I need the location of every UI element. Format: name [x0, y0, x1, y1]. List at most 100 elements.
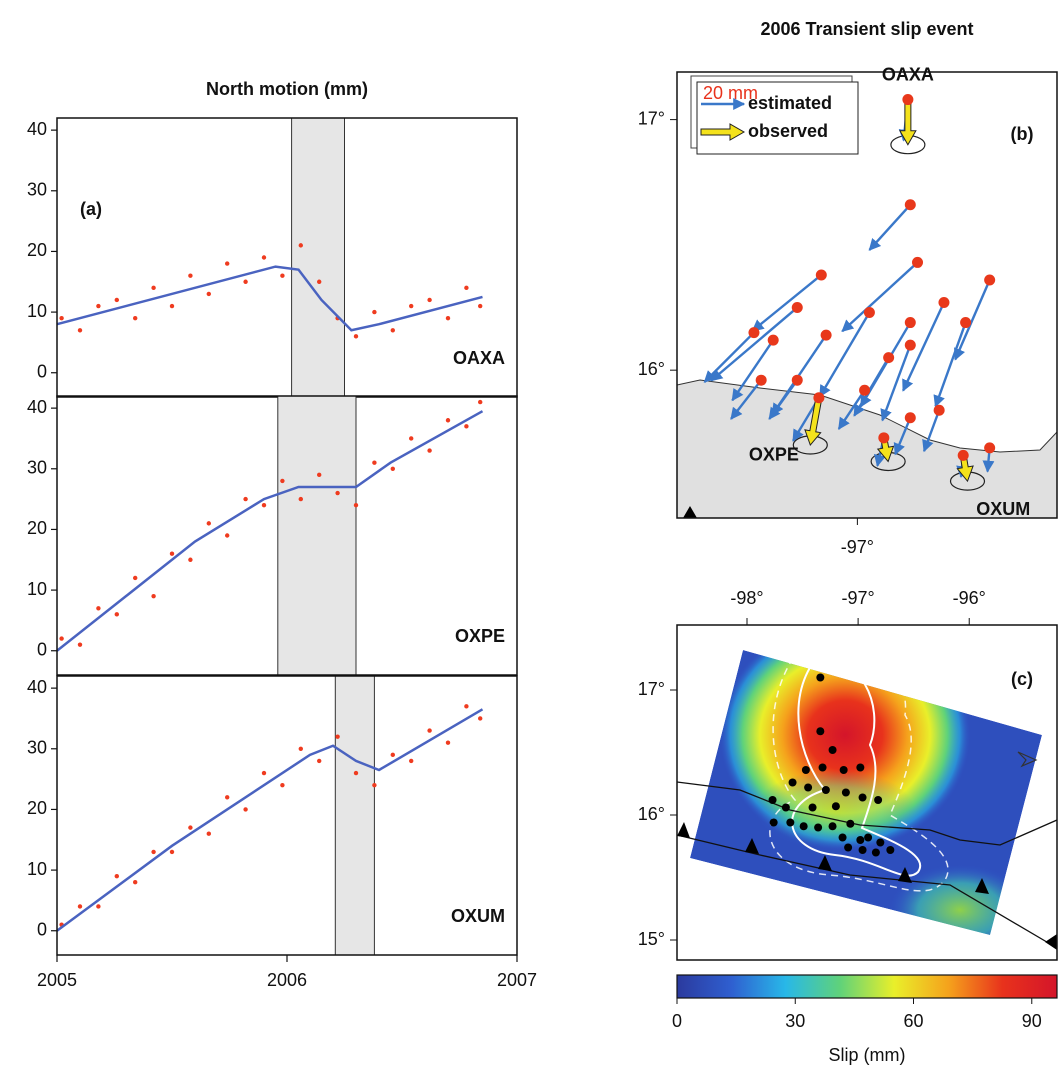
y-tick-label: 0: [37, 639, 47, 659]
observation: [445, 315, 451, 321]
site: [828, 746, 837, 754]
estimated-vector: [880, 344, 912, 422]
slip-contour: [791, 658, 922, 877]
estimated-vector: [731, 339, 775, 402]
colorbar-tick-label: 60: [903, 1011, 923, 1031]
observation: [151, 285, 156, 291]
slip-window: [277, 395, 357, 676]
slip-field: [690, 650, 1042, 935]
estimated-vector: [933, 322, 967, 408]
site: [816, 673, 825, 682]
y-tick-label: 15°: [638, 929, 665, 949]
y-tick-label: 10: [27, 579, 47, 599]
observation: [427, 297, 432, 303]
observation: [114, 297, 120, 303]
observation: [280, 273, 285, 278]
site: [791, 302, 803, 314]
site: [912, 256, 924, 268]
estimated-vector: [902, 302, 946, 392]
site: [856, 763, 865, 772]
observation: [317, 472, 322, 478]
observation: [206, 831, 211, 836]
observation: [114, 873, 120, 879]
observation: [96, 606, 101, 611]
site: [886, 846, 895, 854]
site: [864, 833, 873, 842]
y-tick-label: 0: [37, 919, 47, 939]
site: [904, 317, 916, 329]
site: [799, 822, 808, 831]
observation: [298, 243, 303, 248]
model-line: [56, 708, 484, 932]
site: [841, 788, 850, 797]
site: [904, 339, 916, 351]
observation: [243, 279, 248, 284]
site: [878, 432, 890, 444]
observation: [280, 478, 285, 484]
frame: [56, 395, 518, 676]
y-tick-label: 16°: [638, 804, 665, 824]
observation: [445, 418, 451, 423]
colorbar-tick-label: 90: [1022, 1011, 1042, 1031]
observation: [353, 770, 359, 776]
observation: [133, 880, 138, 885]
estimated-vector: [868, 203, 912, 251]
observation: [188, 273, 193, 278]
site: [818, 763, 827, 772]
site: [984, 274, 996, 286]
y-tick-label: 40: [27, 397, 47, 417]
y-tick-label: 16°: [638, 359, 665, 379]
site: [748, 327, 760, 339]
observation: [243, 807, 248, 812]
estimated-vector: [818, 311, 871, 398]
colorbar: [676, 974, 1058, 999]
observation: [206, 291, 211, 297]
slip-window: [291, 117, 346, 398]
observation: [353, 502, 359, 508]
estimated-vector: [710, 306, 799, 382]
site: [804, 783, 813, 792]
station-name: OAXA: [882, 64, 934, 84]
observation: [169, 303, 175, 309]
y-tick-label: 30: [27, 180, 47, 200]
estimated-vector: [837, 389, 866, 430]
y-tick-label: 40: [27, 119, 47, 139]
colorbar-tick-label: 30: [785, 1011, 805, 1031]
observation: [298, 746, 303, 751]
site: [904, 412, 916, 424]
site: [821, 786, 830, 794]
observation: [188, 557, 193, 562]
site: [957, 449, 969, 461]
x-tick-label: -97°: [841, 537, 874, 557]
site: [828, 822, 837, 831]
observation: [390, 466, 395, 471]
observation: [261, 770, 267, 776]
observation: [478, 716, 483, 721]
site: [786, 818, 795, 827]
colorbar-label: Slip (mm): [829, 1045, 906, 1065]
observation: [77, 642, 83, 647]
site: [767, 334, 779, 346]
y-tick-label: 20: [27, 798, 47, 818]
y-tick-label: 0: [37, 361, 47, 381]
observation: [225, 533, 230, 538]
observation: [478, 303, 483, 309]
x-tick-label: -97°: [842, 588, 875, 608]
site: [814, 823, 823, 832]
site: [788, 778, 797, 787]
x-tick-label: 2005: [37, 970, 77, 990]
observation: [59, 636, 64, 641]
site: [808, 803, 817, 812]
observation: [77, 904, 83, 909]
observation: [317, 279, 322, 284]
north-arrow: [1017, 751, 1038, 768]
observed-vector: [804, 396, 823, 447]
observation: [464, 424, 469, 429]
observation: [335, 490, 340, 496]
site: [904, 199, 916, 211]
observation: [427, 448, 432, 453]
observation: [390, 752, 395, 758]
frame-c: [676, 624, 1058, 961]
frame: [56, 675, 518, 956]
station-name: OAXA: [453, 348, 505, 368]
